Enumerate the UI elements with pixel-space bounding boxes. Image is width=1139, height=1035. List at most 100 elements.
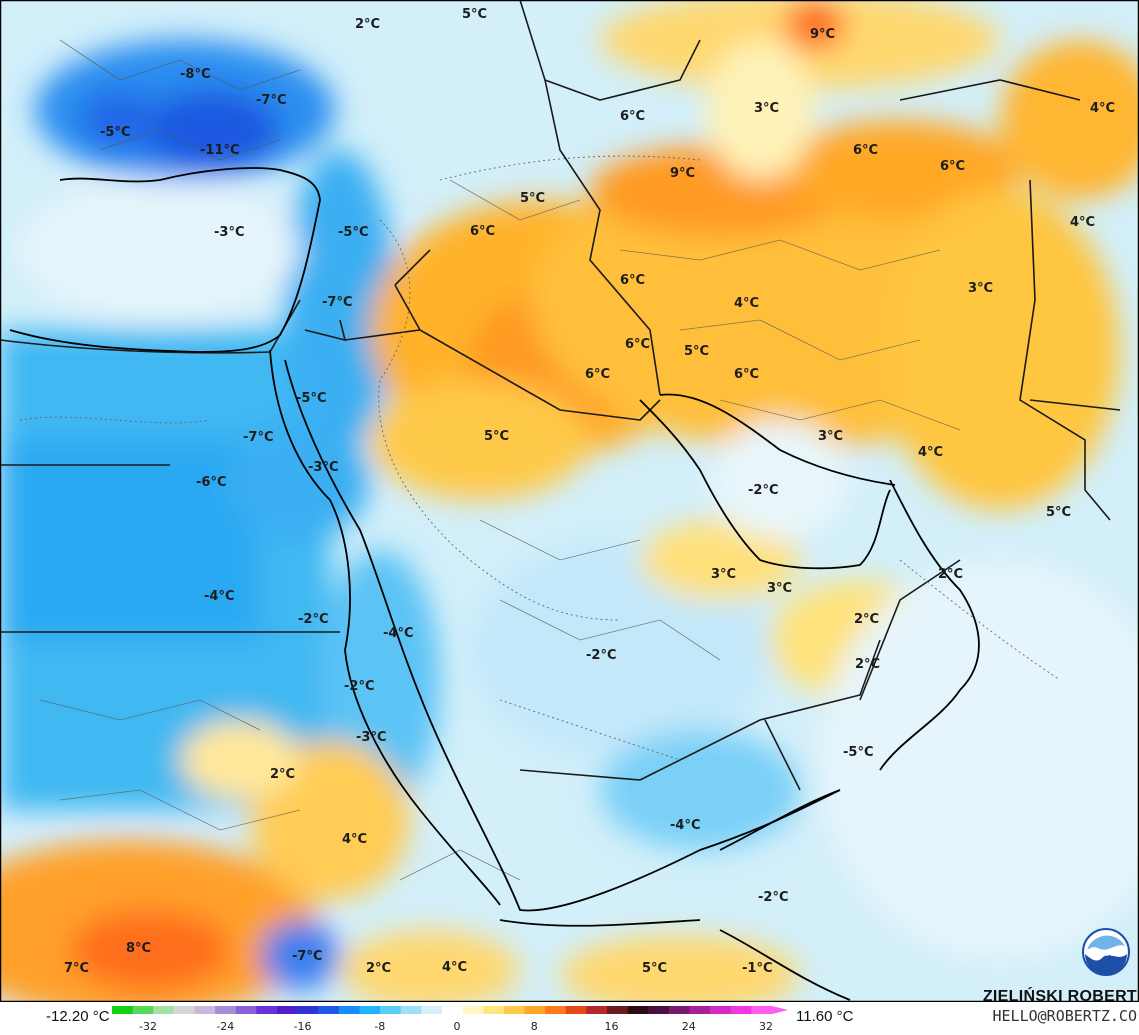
temp-label: -5°C [100,125,130,140]
province-borders [39,39,961,881]
temp-label: 4°C [1070,215,1095,230]
temp-label: -7°C [292,949,322,964]
colorbar-cell [338,1006,360,1014]
colorbar-cells [112,1006,788,1014]
temp-label: 6°C [470,224,495,239]
temp-label: 3°C [818,429,843,444]
colorbar-cell [297,1006,319,1014]
temp-label: -2°C [586,648,616,663]
colorbar-cell [648,1006,670,1014]
temp-label: 6°C [620,109,645,124]
temp-label: -5°C [843,745,873,760]
colorbar-cell [359,1006,381,1014]
temp-label: 4°C [342,832,367,847]
colorbar-tick-label: -16 [294,1020,312,1033]
colorbar-cell [586,1006,608,1014]
noaa-logo-text: NOAA [1093,948,1120,958]
colorbar-cell [132,1006,154,1014]
temp-label: 2°C [355,17,380,32]
colorbar-cell [112,1006,133,1014]
temp-label: -7°C [256,93,286,108]
temp-label: -1°C [742,961,772,976]
temp-label: 3°C [767,581,792,596]
colorbar-cell [503,1006,525,1014]
colorbar-cell [380,1006,402,1014]
temp-label: -6°C [196,475,226,490]
temp-label: 2°C [270,767,295,782]
credit-email[interactable]: HELLO@ROBERTZ.CO [992,1007,1138,1025]
colorbar-tick-label: 0 [454,1020,461,1033]
colorbar-tick-label: -24 [216,1020,234,1033]
temp-label: 2°C [855,657,880,672]
temp-label: -11°C [200,143,240,158]
temp-label: 4°C [734,296,759,311]
temp-label: -3°C [356,730,386,745]
temp-label: 4°C [918,445,943,460]
colorbar-ticks: -32 -24 -16 -8 0 8 16 24 32 [139,1020,773,1033]
colorbar-cell [483,1006,505,1014]
temp-label: 7°C [64,961,89,976]
temp-label: 6°C [940,159,965,174]
colorbar-cell [235,1006,257,1014]
colorbar-cell [627,1006,649,1014]
credit-name: ZIELIŃSKI ROBERT [982,988,1137,1005]
temp-label: 4°C [1090,101,1115,116]
temp-label: 6°C [620,273,645,288]
colorbar-cell [194,1006,216,1014]
colorbar-cell [730,1006,752,1014]
colorbar-max-arrow [772,1006,788,1014]
temp-label: 3°C [754,101,779,116]
temp-label: -4°C [670,818,700,833]
colorbar-cell [565,1006,587,1014]
colorbar-cell [173,1006,195,1014]
temp-label: -7°C [322,295,352,310]
temp-label: -2°C [748,483,778,498]
colorbar-tick-label: 24 [682,1020,696,1033]
colorbar-cell [400,1006,422,1014]
map-svg: 2°C 5°C 9°C -8°C -7°C -5°C -11°C 3°C 4°C… [0,0,1139,1002]
temp-label: -5°C [296,391,326,406]
temp-label: 6°C [625,337,650,352]
temp-label: -4°C [383,626,413,641]
temp-label: -2°C [758,890,788,905]
temp-label: -3°C [214,225,244,240]
colorbar-cell [462,1006,484,1014]
colorbar-min-label: -12.20 °C [46,1008,110,1025]
colorbar-cell [256,1006,278,1014]
temp-label: 6°C [734,367,759,382]
temp-label: 5°C [1046,505,1071,520]
temp-label: 2°C [854,612,879,627]
temp-label: -5°C [338,225,368,240]
colorbar-tick-label: -32 [139,1020,157,1033]
colorbar-cell [668,1006,690,1014]
colorbar-tick-label: 16 [605,1020,619,1033]
colorbar-max-label: 11.60 °C [796,1008,854,1025]
colorbar-tick-label: -8 [374,1020,385,1033]
colorbar-cell [689,1006,711,1014]
temperature-map: 2°C 5°C 9°C -8°C -7°C -5°C -11°C 3°C 4°C… [0,0,1139,1002]
temp-label: 8°C [126,941,151,956]
country-borders [0,0,1121,791]
temp-label: 5°C [484,429,509,444]
colorbar-cell [153,1006,175,1014]
temp-label: 3°C [711,567,736,582]
colorbar-cell [442,1006,463,1014]
colorbar-cell [607,1006,628,1014]
temp-label: 6°C [585,367,610,382]
colorbar-cell [524,1006,546,1014]
colorbar-tick-label: 32 [759,1020,773,1033]
colorbar-cell [421,1006,443,1014]
temp-label: -3°C [308,460,338,475]
colorbar-tick-label: 8 [531,1020,538,1033]
noaa-logo-icon: NOAA [1082,928,1130,976]
temperature-contours [19,155,1061,761]
temp-label: 2°C [366,961,391,976]
temp-label: 2°C [938,567,963,582]
colorbar-cell [277,1006,298,1014]
temp-label: 5°C [684,344,709,359]
colorbar-cell [215,1006,237,1014]
temperature-field [0,0,1139,1002]
temp-label: -4°C [204,589,234,604]
temp-label: -7°C [243,430,273,445]
temp-label: 5°C [520,191,545,206]
